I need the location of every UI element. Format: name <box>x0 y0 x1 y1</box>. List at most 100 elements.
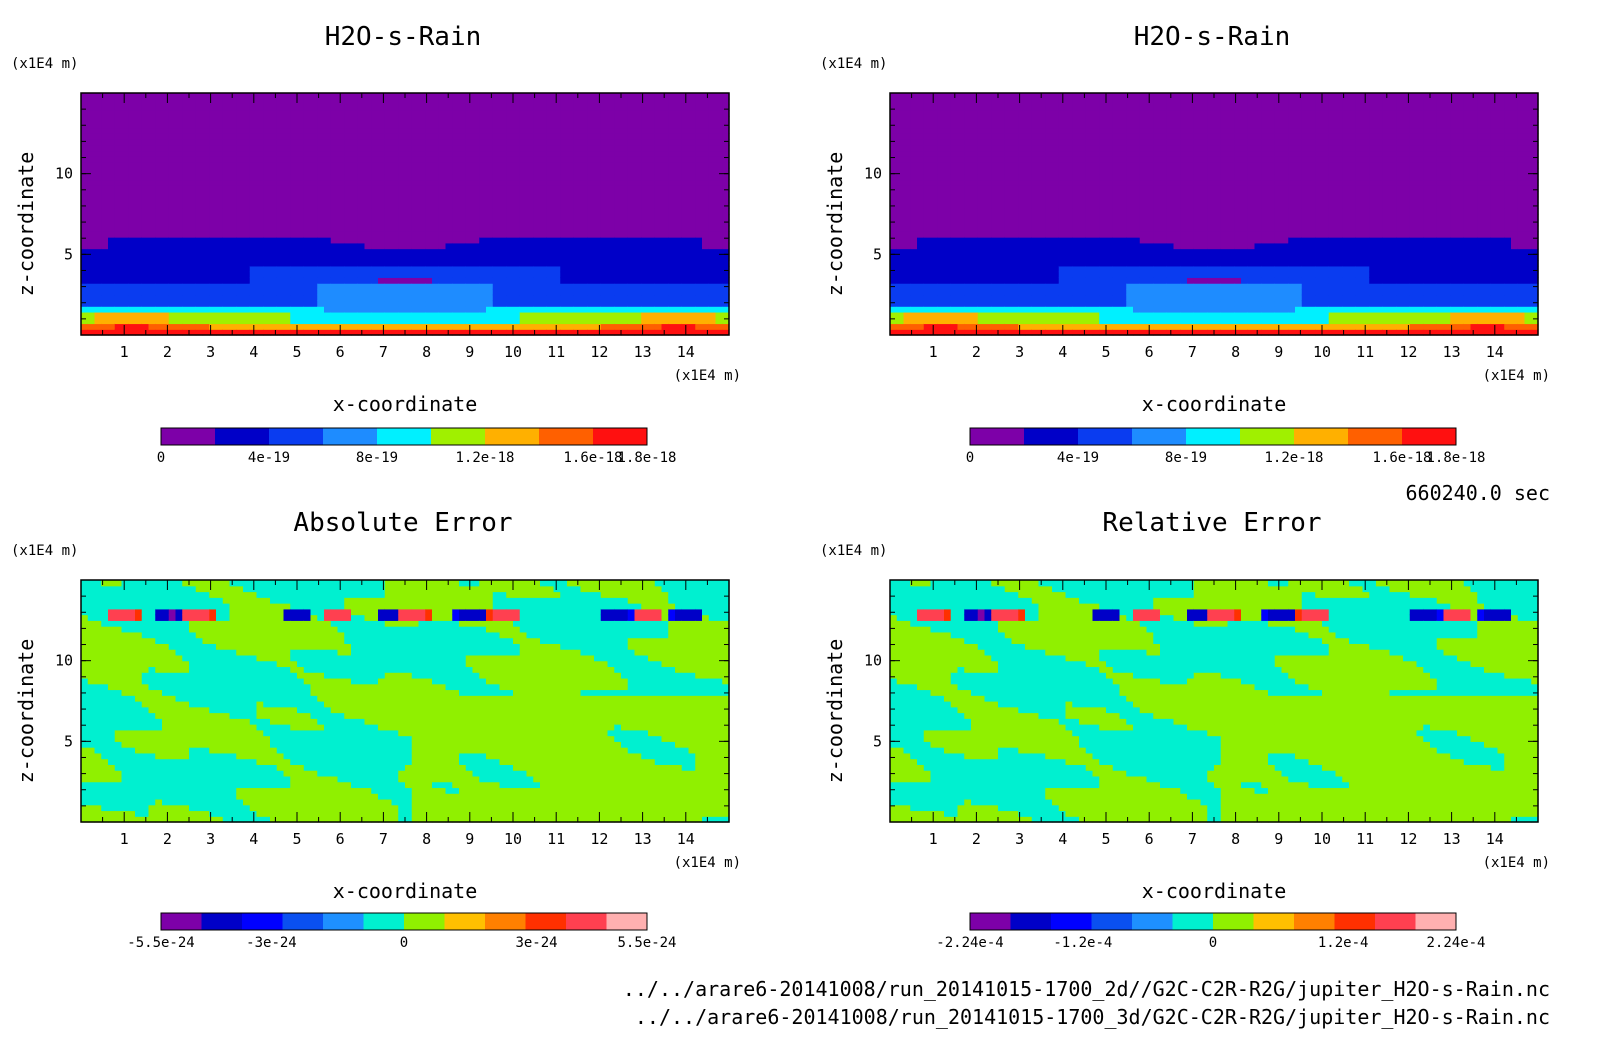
heatmap-cell <box>499 93 507 100</box>
heatmap-cell <box>594 173 602 181</box>
heatmap-cell <box>479 104 487 111</box>
heatmap-cell <box>957 265 965 273</box>
heatmap-cell <box>148 260 156 267</box>
heatmap-cell <box>209 317 217 325</box>
heatmap-cell <box>984 133 992 140</box>
heatmap-cell <box>438 265 447 273</box>
heatmap-cell <box>135 311 143 319</box>
heatmap-cell <box>114 277 123 284</box>
heatmap-cell <box>688 237 696 244</box>
heatmap-cell <box>438 93 447 100</box>
heatmap-cell <box>209 127 217 134</box>
heatmap-cell <box>438 185 447 192</box>
heatmap-cell <box>991 144 999 152</box>
heatmap-cell <box>364 167 372 175</box>
heatmap-cell <box>688 167 696 175</box>
heatmap-cell <box>459 323 467 330</box>
heatmap-cell <box>977 248 986 255</box>
heatmap-cell <box>560 277 568 284</box>
heatmap-cell <box>567 110 575 117</box>
heatmap-cell <box>641 144 649 152</box>
heatmap-cell <box>695 231 703 238</box>
heatmap-cell <box>708 185 717 192</box>
heatmap-cell <box>486 202 494 209</box>
heatmap-cell <box>567 173 575 181</box>
heatmap-cell <box>276 98 285 106</box>
heatmap-cell <box>411 271 420 278</box>
heatmap-cell <box>297 139 305 146</box>
heatmap-cell <box>930 242 938 250</box>
heatmap-cell <box>324 260 332 267</box>
heatmap-cell <box>998 214 1006 221</box>
heatmap-cell <box>533 121 541 129</box>
heatmap-cell <box>648 156 656 163</box>
heatmap-cell <box>310 254 318 261</box>
heatmap-cell <box>627 121 636 129</box>
heatmap-cell <box>526 288 534 296</box>
heatmap-cell <box>209 248 217 255</box>
heatmap-cell <box>648 329 656 336</box>
heatmap-cell <box>445 98 453 106</box>
heatmap-cell <box>594 317 602 325</box>
heatmap-cell <box>391 254 399 261</box>
heatmap-cell <box>371 196 379 204</box>
heatmap-cell <box>256 219 264 227</box>
heatmap-cell <box>94 283 102 290</box>
heatmap-cell <box>930 231 938 238</box>
heatmap-cell <box>661 329 669 336</box>
heatmap-cell <box>533 162 541 169</box>
heatmap-cell <box>81 237 89 244</box>
heatmap-cell <box>903 196 911 204</box>
heatmap-cell <box>991 277 999 284</box>
heatmap-cell <box>384 219 393 227</box>
heatmap-cell <box>418 162 426 169</box>
heatmap-cell <box>695 237 703 244</box>
heatmap-cell <box>681 104 690 111</box>
heatmap-cell <box>702 317 710 325</box>
heatmap-cell <box>148 162 156 169</box>
heatmap-cell <box>175 288 183 296</box>
heatmap-cell <box>634 248 642 255</box>
heatmap-cell <box>472 311 480 319</box>
heatmap-cell <box>519 277 528 284</box>
heatmap-cell <box>668 133 676 140</box>
heatmap-cell <box>411 116 420 123</box>
heatmap-cell <box>573 167 582 175</box>
heatmap-cell <box>256 237 264 244</box>
heatmap-cell <box>452 300 460 307</box>
heatmap-cell <box>950 208 959 215</box>
heatmap-cell <box>499 317 507 325</box>
heatmap-cell <box>324 323 332 330</box>
heatmap-cell <box>330 225 339 232</box>
heatmap-cell <box>283 179 291 186</box>
heatmap-cell <box>896 144 905 152</box>
heatmap-cell <box>964 271 972 278</box>
heatmap-cell <box>425 133 433 140</box>
heatmap-cell <box>452 202 460 209</box>
heatmap-cell <box>607 121 615 129</box>
heatmap-cell <box>108 162 116 169</box>
heatmap-cell <box>715 283 723 290</box>
heatmap-cell <box>957 317 965 325</box>
heatmap-cell <box>135 260 143 267</box>
heatmap-cell <box>364 254 372 261</box>
heatmap-cell <box>540 127 548 134</box>
heatmap-cell <box>371 121 379 129</box>
heatmap-cell <box>452 323 460 330</box>
heatmap-cell <box>1004 127 1013 134</box>
heatmap-cell <box>317 162 325 169</box>
heatmap-cell <box>168 225 177 232</box>
heatmap-cell <box>310 260 318 267</box>
heatmap-cell <box>351 93 359 100</box>
heatmap-cell <box>141 185 150 192</box>
heatmap-cell <box>263 265 271 273</box>
heatmap-cell <box>330 294 339 302</box>
heatmap-cell <box>715 311 723 319</box>
heatmap-cell <box>950 179 959 186</box>
heatmap-cell <box>964 127 972 134</box>
heatmap-cell <box>621 265 629 273</box>
heatmap-cell <box>270 311 278 319</box>
heatmap-cell <box>580 231 588 238</box>
heatmap-cell <box>418 265 426 273</box>
heatmap-cell <box>998 121 1006 129</box>
